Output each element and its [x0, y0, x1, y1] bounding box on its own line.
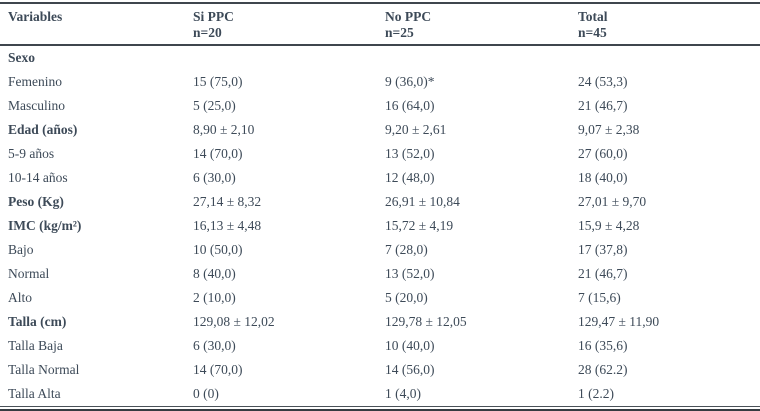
table-top-rule: [0, 2, 760, 4]
si-ppc-cell: 16,13 ± 4,48: [193, 218, 262, 233]
header-row: Variables Si PPC n=20 No PPC n=25 Total …: [0, 4, 760, 46]
table-row: Talla Alta 0 (0) 1 (4,0) 1 (2.2): [0, 382, 760, 406]
si-ppc-cell: 15 (75,0): [193, 74, 243, 89]
total-cell: 18 (40,0): [578, 170, 628, 185]
no-ppc-cell: 129,78 ± 12,05: [385, 314, 467, 329]
row-label-cell: 10-14 años: [8, 170, 68, 185]
total-cell: 7 (15,6): [578, 290, 621, 305]
total-cell: 16 (35,6): [578, 338, 628, 353]
si-ppc-cell: 2 (10,0): [193, 290, 236, 305]
table-row: Talla Baja 6 (30,0) 10 (40,0) 16 (35,6): [0, 334, 760, 358]
header-no-ppc-label: No PPC: [385, 9, 432, 24]
header-total-n: n=45: [578, 25, 607, 40]
row-label-cell: Talla Alta: [8, 386, 61, 401]
total-cell: 21 (46,7): [578, 266, 628, 281]
row-label-cell: Bajo: [8, 242, 34, 257]
si-ppc-cell: 8,90 ± 2,10: [193, 122, 255, 137]
no-ppc-cell: 16 (64,0): [385, 98, 435, 113]
total-cell: 17 (37,8): [578, 242, 628, 257]
header-si-ppc-n: n=20: [193, 25, 222, 40]
row-label-cell: Sexo: [8, 50, 35, 65]
si-ppc-cell: 129,08 ± 12,02: [193, 314, 275, 329]
header-si-ppc: Si PPC n=20: [193, 4, 385, 46]
table-row: Masculino 5 (25,0) 16 (64,0) 21 (46,7): [0, 94, 760, 118]
row-label-cell: Normal: [8, 266, 50, 281]
row-label-cell: IMC (kg/m²): [8, 218, 82, 233]
no-ppc-cell: 1 (4,0): [385, 386, 421, 401]
si-ppc-cell: 6 (30,0): [193, 170, 236, 185]
row-label-cell: Talla (cm): [8, 314, 67, 329]
total-cell: 9,07 ± 2,38: [578, 122, 640, 137]
row-label-cell: Masculino: [8, 98, 65, 113]
no-ppc-cell: 9 (36,0)*: [385, 74, 435, 89]
si-ppc-cell: 14 (70,0): [193, 362, 243, 377]
header-total: Total n=45: [578, 4, 760, 46]
no-ppc-cell: 10 (40,0): [385, 338, 435, 353]
table-row: Alto 2 (10,0) 5 (20,0) 7 (15,6): [0, 286, 760, 310]
table-row: Peso (Kg) 27,14 ± 8,32 26,91 ± 10,84 27,…: [0, 190, 760, 214]
header-no-ppc: No PPC n=25: [385, 4, 578, 46]
header-variables: Variables: [0, 4, 193, 46]
header-si-ppc-label: Si PPC: [193, 9, 234, 24]
row-label-cell: Alto: [8, 290, 33, 305]
si-ppc-cell: [193, 45, 385, 70]
total-cell: 27 (60,0): [578, 146, 628, 161]
variables-table: Variables Si PPC n=20 No PPC n=25 Total …: [0, 4, 760, 406]
total-cell: 24 (53,3): [578, 74, 628, 89]
total-cell: 129,47 ± 11,90: [578, 314, 660, 329]
si-ppc-cell: 8 (40,0): [193, 266, 236, 281]
row-label-cell: Talla Normal: [8, 362, 80, 377]
row-label-cell: Femenino: [8, 74, 62, 89]
row-label-cell: Talla Baja: [8, 338, 63, 353]
total-cell: [578, 45, 760, 70]
no-ppc-cell: 15,72 ± 4,19: [385, 218, 454, 233]
no-ppc-cell: 26,91 ± 10,84: [385, 194, 460, 209]
total-cell: 28 (62.2): [578, 362, 628, 377]
no-ppc-cell: 13 (52,0): [385, 266, 435, 281]
table-row: IMC (kg/m²) 16,13 ± 4,48 15,72 ± 4,19 15…: [0, 214, 760, 238]
si-ppc-cell: 6 (30,0): [193, 338, 236, 353]
header-no-ppc-n: n=25: [385, 25, 414, 40]
no-ppc-cell: 13 (52,0): [385, 146, 435, 161]
table-row: Edad (años) 8,90 ± 2,10 9,20 ± 2,61 9,07…: [0, 118, 760, 142]
table-body: Sexo Femenino 15 (75,0) 9 (36,0)* 24 (53…: [0, 45, 760, 406]
total-cell: 27,01 ± 9,70: [578, 194, 647, 209]
table-row: Femenino 15 (75,0) 9 (36,0)* 24 (53,3): [0, 70, 760, 94]
no-ppc-cell: 12 (48,0): [385, 170, 435, 185]
si-ppc-cell: 5 (25,0): [193, 98, 236, 113]
table-row: Talla Normal 14 (70,0) 14 (56,0) 28 (62.…: [0, 358, 760, 382]
row-label-cell: Edad (años): [8, 122, 78, 137]
table-bottom-rule: [0, 406, 760, 411]
total-cell: 1 (2.2): [578, 386, 614, 401]
no-ppc-cell: 5 (20,0): [385, 290, 428, 305]
total-cell: 21 (46,7): [578, 98, 628, 113]
table-row: Bajo 10 (50,0) 7 (28,0) 17 (37,8): [0, 238, 760, 262]
no-ppc-cell: 14 (56,0): [385, 362, 435, 377]
no-ppc-cell: [385, 45, 578, 70]
header-total-label: Total: [578, 9, 608, 24]
no-ppc-cell: 7 (28,0): [385, 242, 428, 257]
no-ppc-cell: 9,20 ± 2,61: [385, 122, 447, 137]
si-ppc-cell: 10 (50,0): [193, 242, 243, 257]
total-cell: 15,9 ± 4,28: [578, 218, 640, 233]
table-row: 5-9 años 14 (70,0) 13 (52,0) 27 (60,0): [0, 142, 760, 166]
si-ppc-cell: 14 (70,0): [193, 146, 243, 161]
table-row: Talla (cm) 129,08 ± 12,02 129,78 ± 12,05…: [0, 310, 760, 334]
si-ppc-cell: 27,14 ± 8,32: [193, 194, 262, 209]
si-ppc-cell: 0 (0): [193, 386, 219, 401]
row-label-cell: 5-9 años: [8, 146, 55, 161]
table-row: 10-14 años 6 (30,0) 12 (48,0) 18 (40,0): [0, 166, 760, 190]
row-label-cell: Peso (Kg): [8, 194, 64, 209]
table-row: Normal 8 (40,0) 13 (52,0) 21 (46,7): [0, 262, 760, 286]
table-row: Sexo: [0, 45, 760, 70]
header-variables-label: Variables: [8, 9, 63, 24]
